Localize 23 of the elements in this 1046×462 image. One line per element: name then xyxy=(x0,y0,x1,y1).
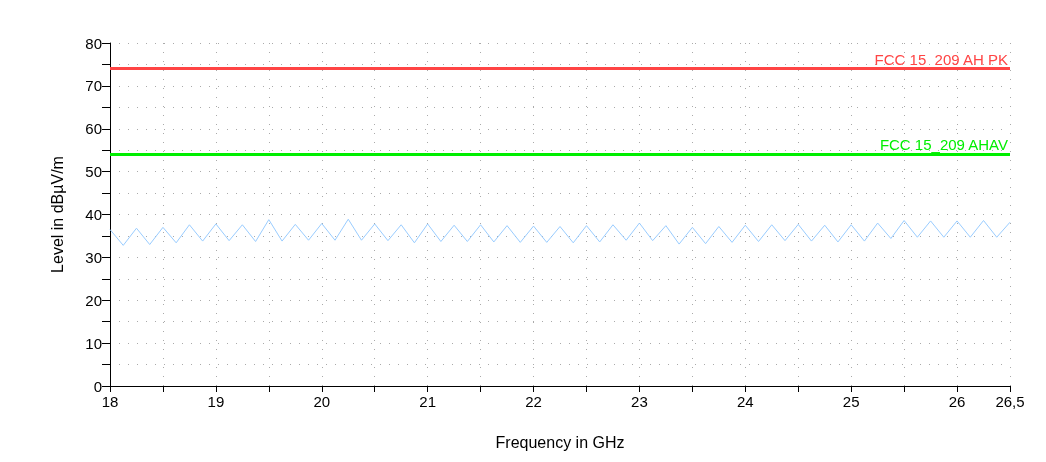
line-series xyxy=(109,218,1011,246)
ref-line-label: FCC 15_209 AHAV xyxy=(879,136,1008,154)
y-tick-label: 10 xyxy=(85,334,102,352)
y-axis-title: Level in dBµV/m xyxy=(48,156,66,273)
y-tick-label: 30 xyxy=(85,248,102,266)
x-tick-label: 25 xyxy=(842,393,860,410)
x-tick-label: 20 xyxy=(313,393,331,410)
y-tick-label: 20 xyxy=(85,291,102,309)
x-tick-label: 24 xyxy=(736,393,754,410)
x-tick-label: 19 xyxy=(207,393,225,410)
y-tick-label: 0 xyxy=(93,377,102,395)
y-tick-label: 80 xyxy=(85,34,102,52)
x-tick-label: 21 xyxy=(419,393,436,410)
y-tick-label: 50 xyxy=(85,163,102,181)
y-tick-label: 70 xyxy=(85,77,102,95)
x-axis-title: Frequency in GHz xyxy=(495,433,625,451)
x-tick-label: 26 xyxy=(948,393,966,410)
y-tick-label: 60 xyxy=(85,120,102,138)
x-tick-label: 22 xyxy=(525,393,542,410)
y-tick-label: 40 xyxy=(85,206,102,223)
x-tick-label: 26,5 xyxy=(995,393,1025,410)
x-tick-label: 23 xyxy=(631,393,648,410)
x-tick-label: 18 xyxy=(101,393,119,410)
